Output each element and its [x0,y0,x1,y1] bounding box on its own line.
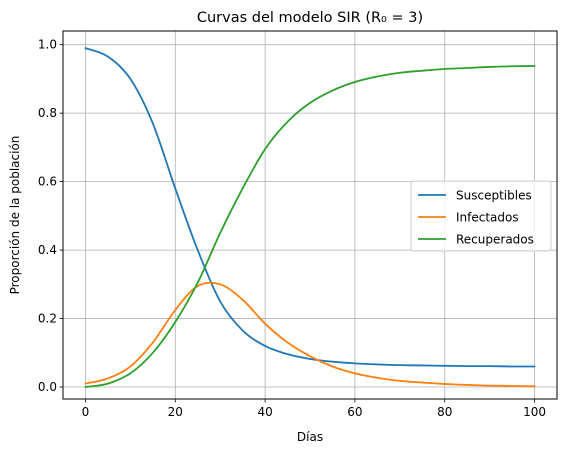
series-lines [84,47,536,388]
legend: Susceptibles Infectados Recuperados [410,180,552,252]
legend-label-infectados: Infectados [456,211,519,225]
series-line-recuperados [84,65,536,388]
y-axis-ticks: 0.0 0.2 0.4 0.6 0.8 1.0 [38,38,63,394]
x-axis-label: Días [297,430,323,444]
legend-box [410,180,552,252]
y-tick-label: 0.0 [38,380,57,394]
series-line-infectados [84,281,536,388]
legend-label-susceptibles: Susceptibles [456,189,532,203]
y-tick-label: 0.6 [38,175,57,189]
series-line-susceptibles [84,47,536,368]
plot-area-frame [62,30,558,400]
x-tick-label: 80 [437,405,452,419]
x-axis-ticks: 0 20 40 60 80 100 [82,399,546,419]
y-tick-label: 0.2 [38,312,57,326]
x-tick-label: 20 [168,405,183,419]
x-tick-label: 60 [347,405,362,419]
x-tick-label: 0 [82,405,90,419]
x-tick-label: 100 [523,405,546,419]
y-tick-label: 0.4 [38,243,57,257]
y-tick-label: 0.8 [38,106,57,120]
chart-title: Curvas del modelo SIR (R₀ = 3) [197,10,423,26]
y-tick-label: 1.0 [38,38,57,52]
x-tick-label: 40 [257,405,272,419]
y-axis-label: Proporción de la población [8,136,22,295]
legend-label-recuperados: Recuperados [456,233,534,247]
